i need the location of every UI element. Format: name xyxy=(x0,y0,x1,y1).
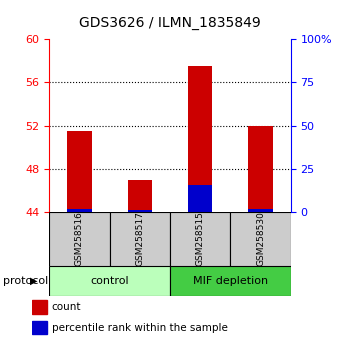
Bar xyxy=(170,212,231,266)
Bar xyxy=(170,266,291,296)
Text: GDS3626 / ILMN_1835849: GDS3626 / ILMN_1835849 xyxy=(79,16,261,30)
Bar xyxy=(32,321,47,334)
Bar xyxy=(49,212,109,266)
Text: GSM258516: GSM258516 xyxy=(75,211,84,267)
Text: percentile rank within the sample: percentile rank within the sample xyxy=(52,323,227,333)
Text: MIF depletion: MIF depletion xyxy=(193,275,268,286)
Bar xyxy=(67,131,91,212)
Bar xyxy=(188,185,212,212)
Bar xyxy=(128,180,152,212)
Bar xyxy=(231,212,291,266)
Bar xyxy=(249,126,273,212)
Bar xyxy=(109,212,170,266)
Bar xyxy=(128,210,152,212)
Text: protocol: protocol xyxy=(3,275,49,286)
Bar xyxy=(49,266,170,296)
Text: GSM258515: GSM258515 xyxy=(196,211,205,267)
Text: count: count xyxy=(52,302,81,313)
Text: control: control xyxy=(90,275,129,286)
Text: GSM258530: GSM258530 xyxy=(256,211,265,267)
Bar xyxy=(249,209,273,212)
Text: GSM258517: GSM258517 xyxy=(135,211,144,267)
Bar xyxy=(67,209,91,212)
Bar xyxy=(188,66,212,212)
Bar xyxy=(32,301,47,314)
Text: ▶: ▶ xyxy=(30,275,38,286)
